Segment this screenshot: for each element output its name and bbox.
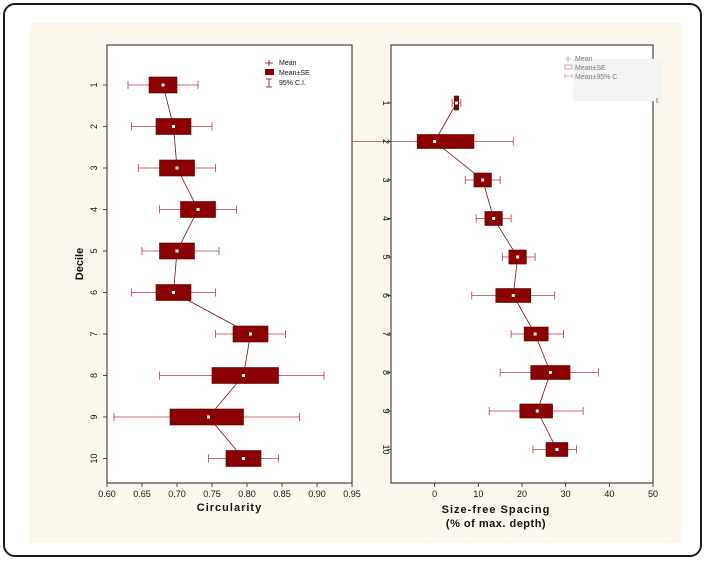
legend-mean-label: Mean: [279, 60, 297, 67]
legend-se-label: Mean±SE: [575, 65, 606, 72]
y-tick-label: 5: [381, 254, 391, 259]
x-tick-label: 40: [604, 489, 614, 499]
y-tick-label: 9: [381, 408, 391, 413]
mean-marker: [249, 332, 252, 336]
mean-marker: [555, 448, 559, 451]
mean-marker: [535, 409, 539, 413]
se-box: [211, 367, 279, 384]
se-box: [416, 134, 475, 149]
chart-1: 1 2 3 4 5 6 7 8 9 10 0.60 0.65 0.70 0.75 0.80 0.85 0.90 0…: [74, 44, 361, 514]
legend-se-symbol: [265, 69, 274, 75]
x-tick-label: 0.70: [168, 489, 186, 499]
y-tick-label: 4: [89, 207, 99, 212]
mean-marker: [433, 140, 437, 143]
x-tick-label: 0.75: [203, 489, 221, 499]
chart-2: 1 2 3 4 5 6 7 8 9 10 0 10 20 30 40 50 Size-free Spacing (…: [351, 44, 663, 530]
legend-overflow-text: I.: [656, 98, 660, 105]
y-tick-label: 6: [89, 290, 99, 295]
x-tick-label: 30: [561, 489, 571, 499]
mean-marker: [207, 415, 210, 419]
mean-marker: [511, 294, 515, 297]
x-axis-label: Circularity: [197, 502, 262, 514]
x-tick-label: 0.90: [308, 489, 326, 499]
y-tick-label: 8: [381, 370, 391, 375]
mean-marker: [481, 178, 485, 182]
x-tick-label: 10: [473, 489, 483, 499]
x-tick-label: 0.85: [273, 489, 291, 499]
mean-marker: [242, 457, 245, 460]
y-tick-label: 2: [89, 124, 99, 129]
legend: Mean Mean±SE 95% C.I.: [265, 60, 310, 88]
y-tick-label: 7: [89, 331, 99, 336]
legend-ci-label: Mean±95% C: [575, 74, 617, 81]
x-tick-label: 0.65: [133, 489, 151, 499]
mean-marker: [172, 125, 175, 128]
y-tick-label: 1: [381, 100, 391, 105]
x-tick-label: 20: [517, 489, 527, 499]
legend-se-label: Mean±SE: [279, 70, 310, 77]
x-axis-label-line2: (% of max. depth): [446, 518, 546, 530]
x-tick-label: 0: [432, 489, 437, 499]
legend-ci-symbol: [266, 78, 272, 88]
x-tick-label: 0.80: [238, 489, 256, 499]
legend-ci-symbol: [564, 74, 573, 78]
y-tick-label: 3: [381, 177, 391, 182]
y-tick-label: 3: [89, 165, 99, 170]
y-tick-label: 10: [89, 453, 99, 463]
mean-marker: [533, 332, 537, 336]
x-axis-label: Size-free Spacing: [442, 504, 551, 516]
y-tick-label: 2: [381, 139, 391, 144]
legend-mean-symbol: [565, 56, 571, 62]
legend-mean-symbol: [265, 60, 273, 66]
x-tick-label: 50: [648, 489, 658, 499]
mean-marker: [516, 255, 520, 259]
legend-box: [573, 59, 663, 101]
y-tick-label: 7: [381, 331, 391, 336]
mean-marker: [175, 166, 179, 170]
legend-se-symbol: [564, 64, 573, 70]
figure-frame: 1 2 3 4 5 6 7 8 9 10 0.60 0.65 0.70 0.75 0.80 0.85 0.90 0…: [3, 3, 702, 557]
mean-marker: [455, 101, 458, 105]
mean-line: [434, 102, 558, 450]
se-box: [169, 408, 244, 426]
y-tick-label: 10: [381, 444, 391, 454]
x-tick-label: 0.95: [343, 489, 361, 499]
figure-canvas: 1 2 3 4 5 6 7 8 9 10 0.60 0.65 0.70 0.75 0.80 0.85 0.90 0…: [29, 23, 681, 543]
y-tick-label: 8: [89, 373, 99, 378]
mean-marker: [161, 83, 165, 87]
y-tick-label: 4: [381, 216, 391, 221]
mean-marker: [196, 208, 200, 211]
y-axis-label: Decile: [74, 248, 86, 280]
x-tick-label: 0.60: [98, 489, 116, 499]
mean-marker: [242, 374, 245, 377]
y-tick-label: 9: [89, 414, 99, 419]
mean-line: [162, 84, 251, 459]
y-tick-label: 6: [381, 293, 391, 298]
y-tick-label: 1: [89, 82, 99, 87]
mean-marker: [548, 371, 552, 374]
mean-marker: [492, 217, 496, 220]
legend-mean-label: Mean: [575, 56, 593, 63]
mean-marker: [175, 249, 179, 253]
mean-marker: [172, 291, 175, 294]
legend: Mean Mean±SE Mean±95% C I.: [564, 56, 663, 105]
y-tick-label: 5: [89, 248, 99, 253]
legend-ci-label: 95% C.I.: [279, 80, 306, 87]
